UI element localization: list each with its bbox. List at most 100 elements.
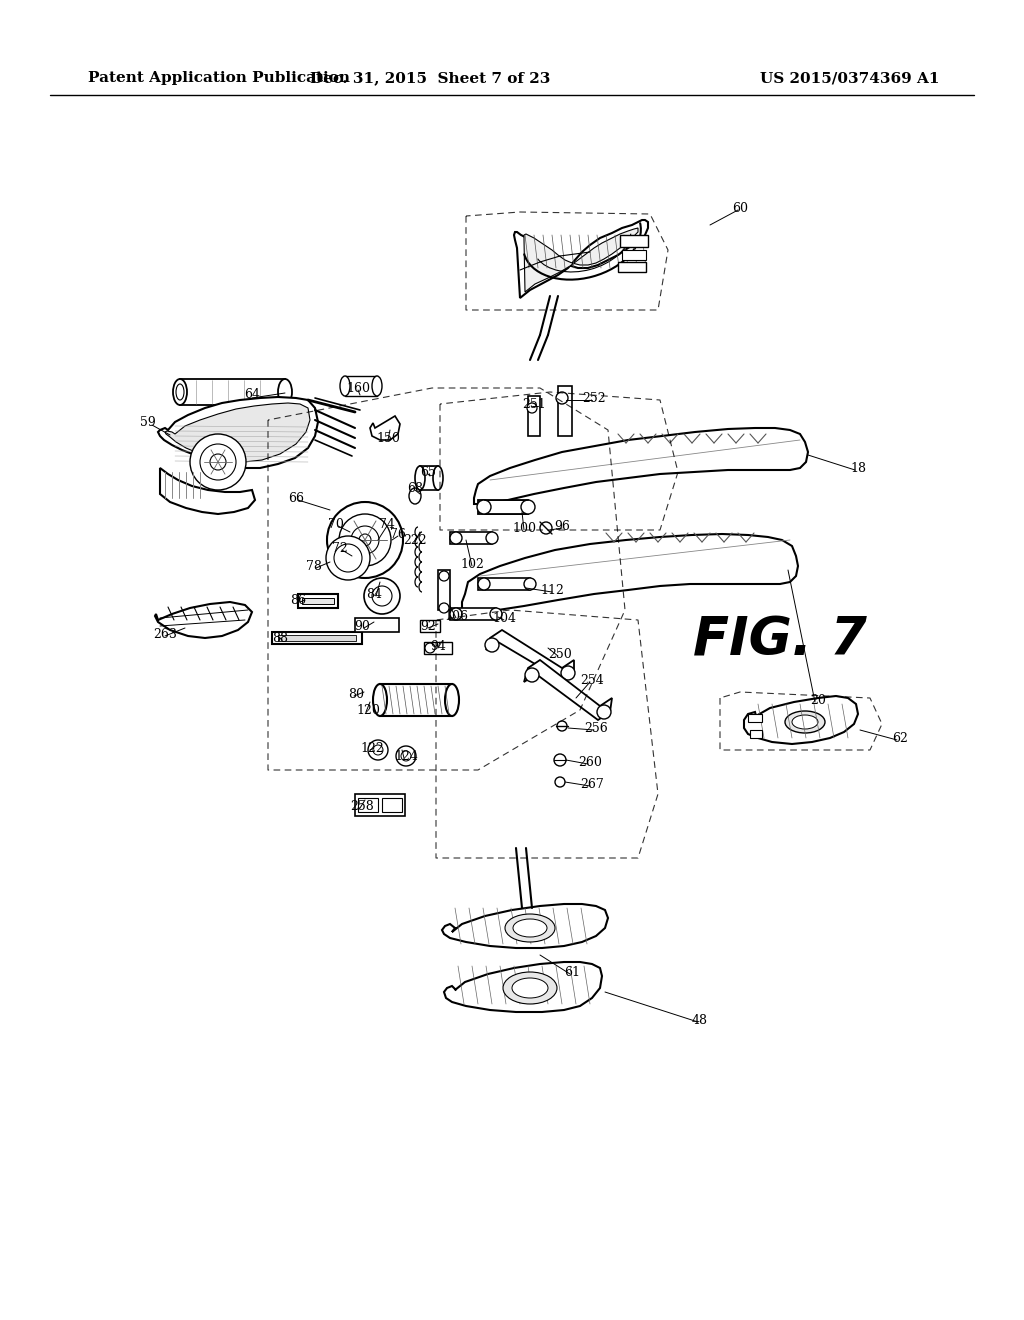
Circle shape <box>540 521 552 535</box>
Bar <box>355 795 406 816</box>
Bar <box>358 799 378 812</box>
Text: 48: 48 <box>692 1014 708 1027</box>
Ellipse shape <box>409 488 421 504</box>
Circle shape <box>486 532 498 544</box>
Bar <box>420 620 440 632</box>
Bar <box>450 532 492 544</box>
Bar <box>622 249 646 260</box>
Text: 70: 70 <box>328 517 344 531</box>
Circle shape <box>368 741 388 760</box>
Polygon shape <box>442 904 608 948</box>
Text: 94: 94 <box>430 639 445 652</box>
Polygon shape <box>524 660 612 719</box>
Ellipse shape <box>173 379 187 405</box>
Text: 86: 86 <box>290 594 306 606</box>
Text: 59: 59 <box>140 416 156 429</box>
Polygon shape <box>462 535 798 612</box>
Text: 267: 267 <box>581 777 604 791</box>
Bar <box>380 684 452 715</box>
Text: Dec. 31, 2015  Sheet 7 of 23: Dec. 31, 2015 Sheet 7 of 23 <box>310 71 550 84</box>
Bar <box>420 466 438 490</box>
Ellipse shape <box>505 913 555 942</box>
Ellipse shape <box>372 376 382 396</box>
Text: 92: 92 <box>420 619 436 632</box>
Text: Patent Application Publication: Patent Application Publication <box>88 71 350 84</box>
Text: 260: 260 <box>579 755 602 768</box>
Circle shape <box>557 721 567 731</box>
Polygon shape <box>165 403 310 462</box>
Bar <box>750 730 762 738</box>
Bar <box>355 618 399 632</box>
Ellipse shape <box>792 715 818 729</box>
Ellipse shape <box>785 711 825 733</box>
Bar <box>618 261 646 272</box>
Text: 100: 100 <box>512 521 536 535</box>
Circle shape <box>364 578 400 614</box>
Bar <box>558 385 572 436</box>
Circle shape <box>439 572 449 581</box>
Text: 258: 258 <box>350 800 374 813</box>
Circle shape <box>327 502 403 578</box>
Ellipse shape <box>278 379 292 405</box>
Bar <box>478 500 528 513</box>
Circle shape <box>554 754 566 766</box>
Text: 90: 90 <box>354 619 370 632</box>
Text: 106: 106 <box>444 610 468 623</box>
Text: 80: 80 <box>348 688 364 701</box>
Circle shape <box>200 444 236 480</box>
Bar <box>302 598 334 605</box>
Text: 254: 254 <box>581 673 604 686</box>
Text: 250: 250 <box>548 648 571 660</box>
Bar <box>748 714 762 722</box>
Text: 68: 68 <box>407 482 423 495</box>
Text: 222: 222 <box>403 533 427 546</box>
Circle shape <box>561 667 575 680</box>
Text: 78: 78 <box>306 560 322 573</box>
Circle shape <box>190 434 246 490</box>
Text: US 2015/0374369 A1: US 2015/0374369 A1 <box>761 71 940 84</box>
Bar <box>424 642 452 653</box>
Circle shape <box>477 500 490 513</box>
Bar <box>298 594 338 609</box>
Text: 124: 124 <box>394 750 418 763</box>
Circle shape <box>373 744 383 755</box>
Bar <box>382 799 402 812</box>
Circle shape <box>524 578 536 590</box>
Bar <box>345 376 377 396</box>
Ellipse shape <box>512 978 548 998</box>
Text: 20: 20 <box>810 693 826 706</box>
Circle shape <box>556 392 568 404</box>
Text: 61: 61 <box>564 965 580 978</box>
Bar <box>450 609 496 620</box>
Text: 252: 252 <box>583 392 606 404</box>
Ellipse shape <box>445 684 459 715</box>
Ellipse shape <box>433 466 443 490</box>
Text: 76: 76 <box>390 528 406 540</box>
Text: FIG. 7: FIG. 7 <box>693 614 867 667</box>
Ellipse shape <box>415 466 425 490</box>
Circle shape <box>521 500 535 513</box>
Text: 263: 263 <box>153 627 177 640</box>
Circle shape <box>334 544 362 572</box>
Polygon shape <box>160 469 255 513</box>
Polygon shape <box>370 416 400 440</box>
Circle shape <box>555 777 565 787</box>
Text: 65: 65 <box>420 466 436 479</box>
Circle shape <box>597 705 611 719</box>
Circle shape <box>339 513 391 566</box>
Text: 62: 62 <box>892 731 908 744</box>
Ellipse shape <box>373 684 387 715</box>
Circle shape <box>326 536 370 579</box>
Text: 96: 96 <box>554 520 570 532</box>
Polygon shape <box>444 962 602 1012</box>
Text: 72: 72 <box>332 541 348 554</box>
Text: 104: 104 <box>492 611 516 624</box>
Circle shape <box>525 668 539 682</box>
Text: 112: 112 <box>540 583 564 597</box>
Circle shape <box>450 532 462 544</box>
Circle shape <box>372 586 392 606</box>
Polygon shape <box>524 228 638 292</box>
Ellipse shape <box>513 919 547 937</box>
Circle shape <box>478 578 490 590</box>
Polygon shape <box>155 602 252 638</box>
